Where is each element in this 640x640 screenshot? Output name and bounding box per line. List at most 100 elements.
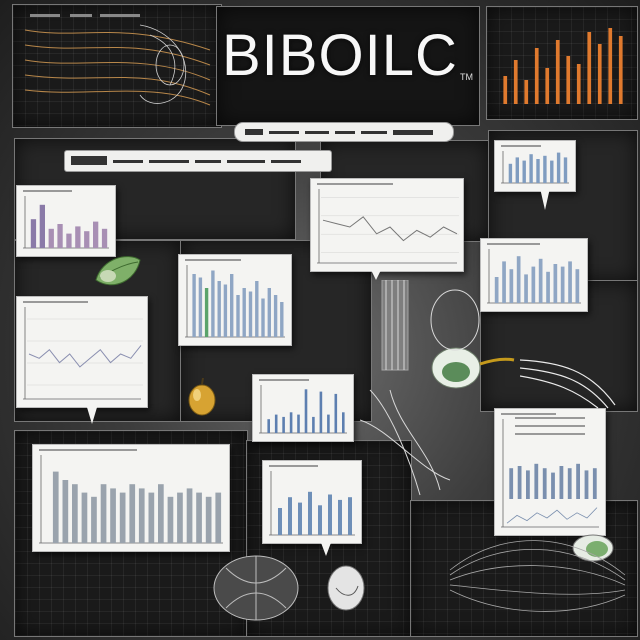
bar <box>319 391 323 433</box>
bar <box>138 488 145 543</box>
bar <box>555 40 560 104</box>
bar <box>119 492 126 543</box>
vessel-sketch <box>520 359 616 409</box>
left-small-bar-chart <box>23 190 109 249</box>
bar <box>91 496 97 543</box>
card-text-line <box>501 145 541 147</box>
title-trademark: TM <box>460 72 473 82</box>
card-mid-lower-bars <box>252 374 354 442</box>
section-banner <box>64 150 332 172</box>
bar <box>198 277 203 337</box>
bar <box>205 496 212 543</box>
bar <box>204 288 209 337</box>
bar <box>575 269 580 303</box>
top-right-bar-chart <box>503 28 623 104</box>
bar <box>563 157 568 183</box>
card-text-line <box>185 259 241 261</box>
bar <box>517 466 522 499</box>
card-top-right-bars <box>494 140 576 192</box>
bar <box>242 288 246 337</box>
panel-top-left <box>12 4 222 128</box>
bar <box>72 484 78 543</box>
bar <box>289 412 293 433</box>
bar <box>84 231 90 248</box>
banner-scribble <box>245 129 433 135</box>
bar <box>273 295 278 337</box>
bar <box>515 157 519 183</box>
bar <box>110 488 116 543</box>
bar <box>308 491 312 535</box>
right-lower-bar-chart <box>501 413 599 528</box>
fiber-sketch <box>449 540 626 612</box>
bar <box>592 468 597 499</box>
bar <box>304 389 308 433</box>
bar <box>503 76 508 104</box>
speech-tail <box>370 268 382 280</box>
bar <box>298 502 302 535</box>
bar <box>597 44 602 104</box>
bar <box>502 261 506 303</box>
bar <box>567 468 572 499</box>
bar <box>30 219 37 248</box>
bar <box>318 505 322 535</box>
bar <box>545 68 550 104</box>
bar <box>608 28 613 104</box>
bar <box>550 160 554 183</box>
card-text-line <box>501 413 556 415</box>
card-right-mid-bars <box>480 238 588 312</box>
leaf-illustration <box>95 256 141 286</box>
bar <box>342 412 345 433</box>
bar <box>236 295 240 337</box>
bar <box>524 80 529 104</box>
bar <box>288 497 292 535</box>
card-center-bars <box>178 254 292 346</box>
bar <box>529 154 533 183</box>
card-text-line <box>515 425 585 427</box>
bar <box>158 484 164 543</box>
bar <box>177 492 183 543</box>
card-left-mid-line <box>16 296 148 408</box>
bar <box>508 163 513 183</box>
bar <box>560 266 565 303</box>
bar <box>516 256 521 303</box>
fruit-illustration <box>188 378 216 416</box>
bar <box>618 36 623 104</box>
bar <box>248 291 253 337</box>
bar <box>57 224 63 248</box>
cable-sketch <box>24 14 211 106</box>
speech-tail <box>320 540 332 556</box>
bar <box>66 233 72 248</box>
right-mid-bar-chart <box>487 243 581 304</box>
bar <box>546 271 550 303</box>
bar <box>192 274 196 337</box>
subtitle-banner <box>234 122 454 142</box>
bar <box>62 480 69 543</box>
bar <box>280 302 284 337</box>
left-mid-line-chart <box>23 301 143 400</box>
bar <box>267 288 271 337</box>
bar <box>338 499 342 535</box>
bar <box>513 60 518 104</box>
bar <box>312 416 315 433</box>
bar <box>267 419 270 433</box>
bar <box>93 221 99 248</box>
bar <box>524 274 528 303</box>
bar <box>584 470 589 499</box>
bar <box>274 414 278 433</box>
bar <box>167 496 174 543</box>
bar <box>576 64 581 104</box>
bar <box>334 393 338 433</box>
card-text-line <box>269 465 318 467</box>
bar <box>223 284 228 337</box>
bar <box>348 497 352 535</box>
card-text-line <box>515 433 585 435</box>
bar <box>75 226 81 248</box>
root-sketch <box>360 280 480 496</box>
speech-tail <box>86 404 98 424</box>
bar <box>327 414 330 433</box>
bar <box>566 56 571 104</box>
card-left-small-bars <box>16 185 116 257</box>
card-right-lower-bars <box>494 408 606 536</box>
card-bottom-center-bars <box>262 460 362 544</box>
card-text-line <box>39 449 137 451</box>
